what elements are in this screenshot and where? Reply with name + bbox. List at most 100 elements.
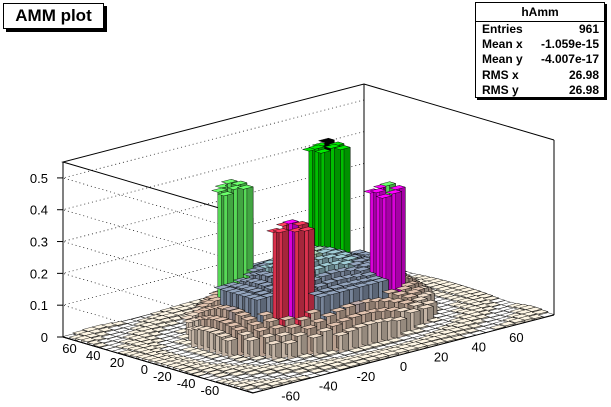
bar-top-face: [393, 307, 412, 313]
bar-top-face: [388, 185, 407, 191]
bar-top-face: [178, 366, 197, 372]
x-tick-label: -40: [319, 379, 338, 394]
bar-top-face: [266, 372, 284, 378]
bar-top-face: [206, 369, 225, 375]
bar-top-face: [228, 308, 246, 314]
bar-top-face: [335, 317, 353, 322]
bar-top-face: [469, 291, 488, 297]
bar-top-face: [230, 326, 249, 331]
x-axis-line: [252, 314, 555, 394]
bar-side-face: [381, 318, 388, 342]
bar-top-face: [250, 373, 269, 378]
bar-side-face: [371, 320, 378, 344]
bar-top-face: [184, 369, 203, 374]
bar-top-face: [217, 191, 235, 197]
bar-top-face: [525, 306, 543, 312]
stats-row-rms-y: RMS y 26.98: [476, 83, 604, 98]
y-axis-line: [62, 336, 254, 394]
bar-side-face: [300, 331, 308, 356]
bar-top-face: [256, 311, 274, 317]
bar-top-face: [498, 321, 516, 327]
stats-value: 961: [578, 22, 599, 36]
lego-bar: [280, 339, 299, 361]
bar-top-face: [476, 293, 494, 299]
bar-top-face: [306, 333, 324, 339]
bar-top-face: [394, 285, 413, 291]
bar-top-face: [303, 309, 322, 314]
bar-top-face: [369, 188, 387, 194]
bar-top-face: [359, 271, 377, 277]
bar-top-face: [249, 355, 267, 361]
top-frame-edge: [61, 83, 555, 219]
bar-top-face: [202, 327, 221, 333]
bar-top-face: [212, 316, 230, 322]
stats-label: Entries: [482, 22, 523, 36]
bar-top-face: [329, 307, 347, 313]
bar-top-face: [291, 221, 309, 226]
bar-top-face: [310, 318, 328, 323]
x-tick-label: 40: [472, 340, 486, 355]
bar-top-face: [190, 371, 209, 377]
bar-top-face: [307, 290, 325, 296]
lego-bar: [287, 356, 305, 362]
bar-top-face: [351, 323, 369, 329]
x-tick-label: 60: [509, 330, 523, 345]
bar-top-face: [322, 350, 340, 355]
bar-top-face: [391, 290, 409, 296]
bar-top-face: [339, 303, 357, 309]
bar-top-face: [230, 180, 248, 186]
bar-top-face: [312, 353, 330, 359]
z-tick-label: 0.2: [30, 266, 48, 281]
bar-top-face: [300, 324, 318, 330]
bar-top-face: [341, 327, 360, 332]
bar-top-face: [350, 257, 369, 263]
bar-top-face: [228, 371, 247, 377]
y-tick-label: 60: [62, 341, 76, 356]
bar-top-face: [375, 193, 393, 199]
bar-top-face: [381, 288, 399, 294]
y-tick-label: 40: [86, 348, 100, 363]
bar-top-face: [253, 290, 272, 296]
bar-top-face: [325, 321, 344, 327]
bar-top-face: [397, 299, 415, 305]
bar-top-face: [531, 309, 549, 315]
stats-row-entries: Entries 961: [476, 22, 604, 37]
lego-bar: [217, 358, 235, 364]
bar-top-face: [265, 340, 283, 346]
lego-bar: [211, 356, 229, 361]
bar-top-face: [172, 364, 190, 370]
bar-top-face: [210, 187, 229, 193]
bar-top-face: [217, 358, 235, 364]
bar-top-face: [200, 367, 219, 373]
bar-top-face: [290, 331, 308, 337]
bar-side-face: [326, 327, 333, 353]
bar-top-face: [379, 181, 397, 187]
z-tick-label: 0.4: [30, 203, 48, 218]
lego-bar: [351, 323, 369, 349]
bar-top-face: [282, 371, 300, 377]
bar-top-face: [234, 373, 253, 379]
lego-bar: [338, 350, 356, 356]
y-tick-label: -40: [177, 376, 196, 391]
lego-bar: [255, 358, 273, 364]
stats-label: RMS x: [482, 67, 519, 82]
bar-top-face: [333, 145, 351, 151]
bars-group: [62, 137, 555, 393]
bar-top-face: [316, 327, 334, 333]
bar-top-face: [308, 144, 326, 150]
bar-top-face: [488, 324, 507, 330]
bar-top-face: [214, 332, 233, 338]
bar-top-face: [240, 315, 258, 321]
lego-bar: [221, 336, 239, 359]
bar-top-face: [234, 311, 252, 317]
lego-bar: [361, 320, 379, 347]
bar-top-face: [488, 298, 506, 304]
bar-top-face: [221, 336, 239, 342]
bar-top-face: [347, 261, 365, 266]
x-tick-label: -60: [281, 388, 300, 403]
stats-value: 26.98: [568, 82, 599, 97]
bar-top-face: [407, 301, 425, 307]
lego-bar: [296, 353, 315, 360]
bar-top-face: [482, 295, 500, 301]
